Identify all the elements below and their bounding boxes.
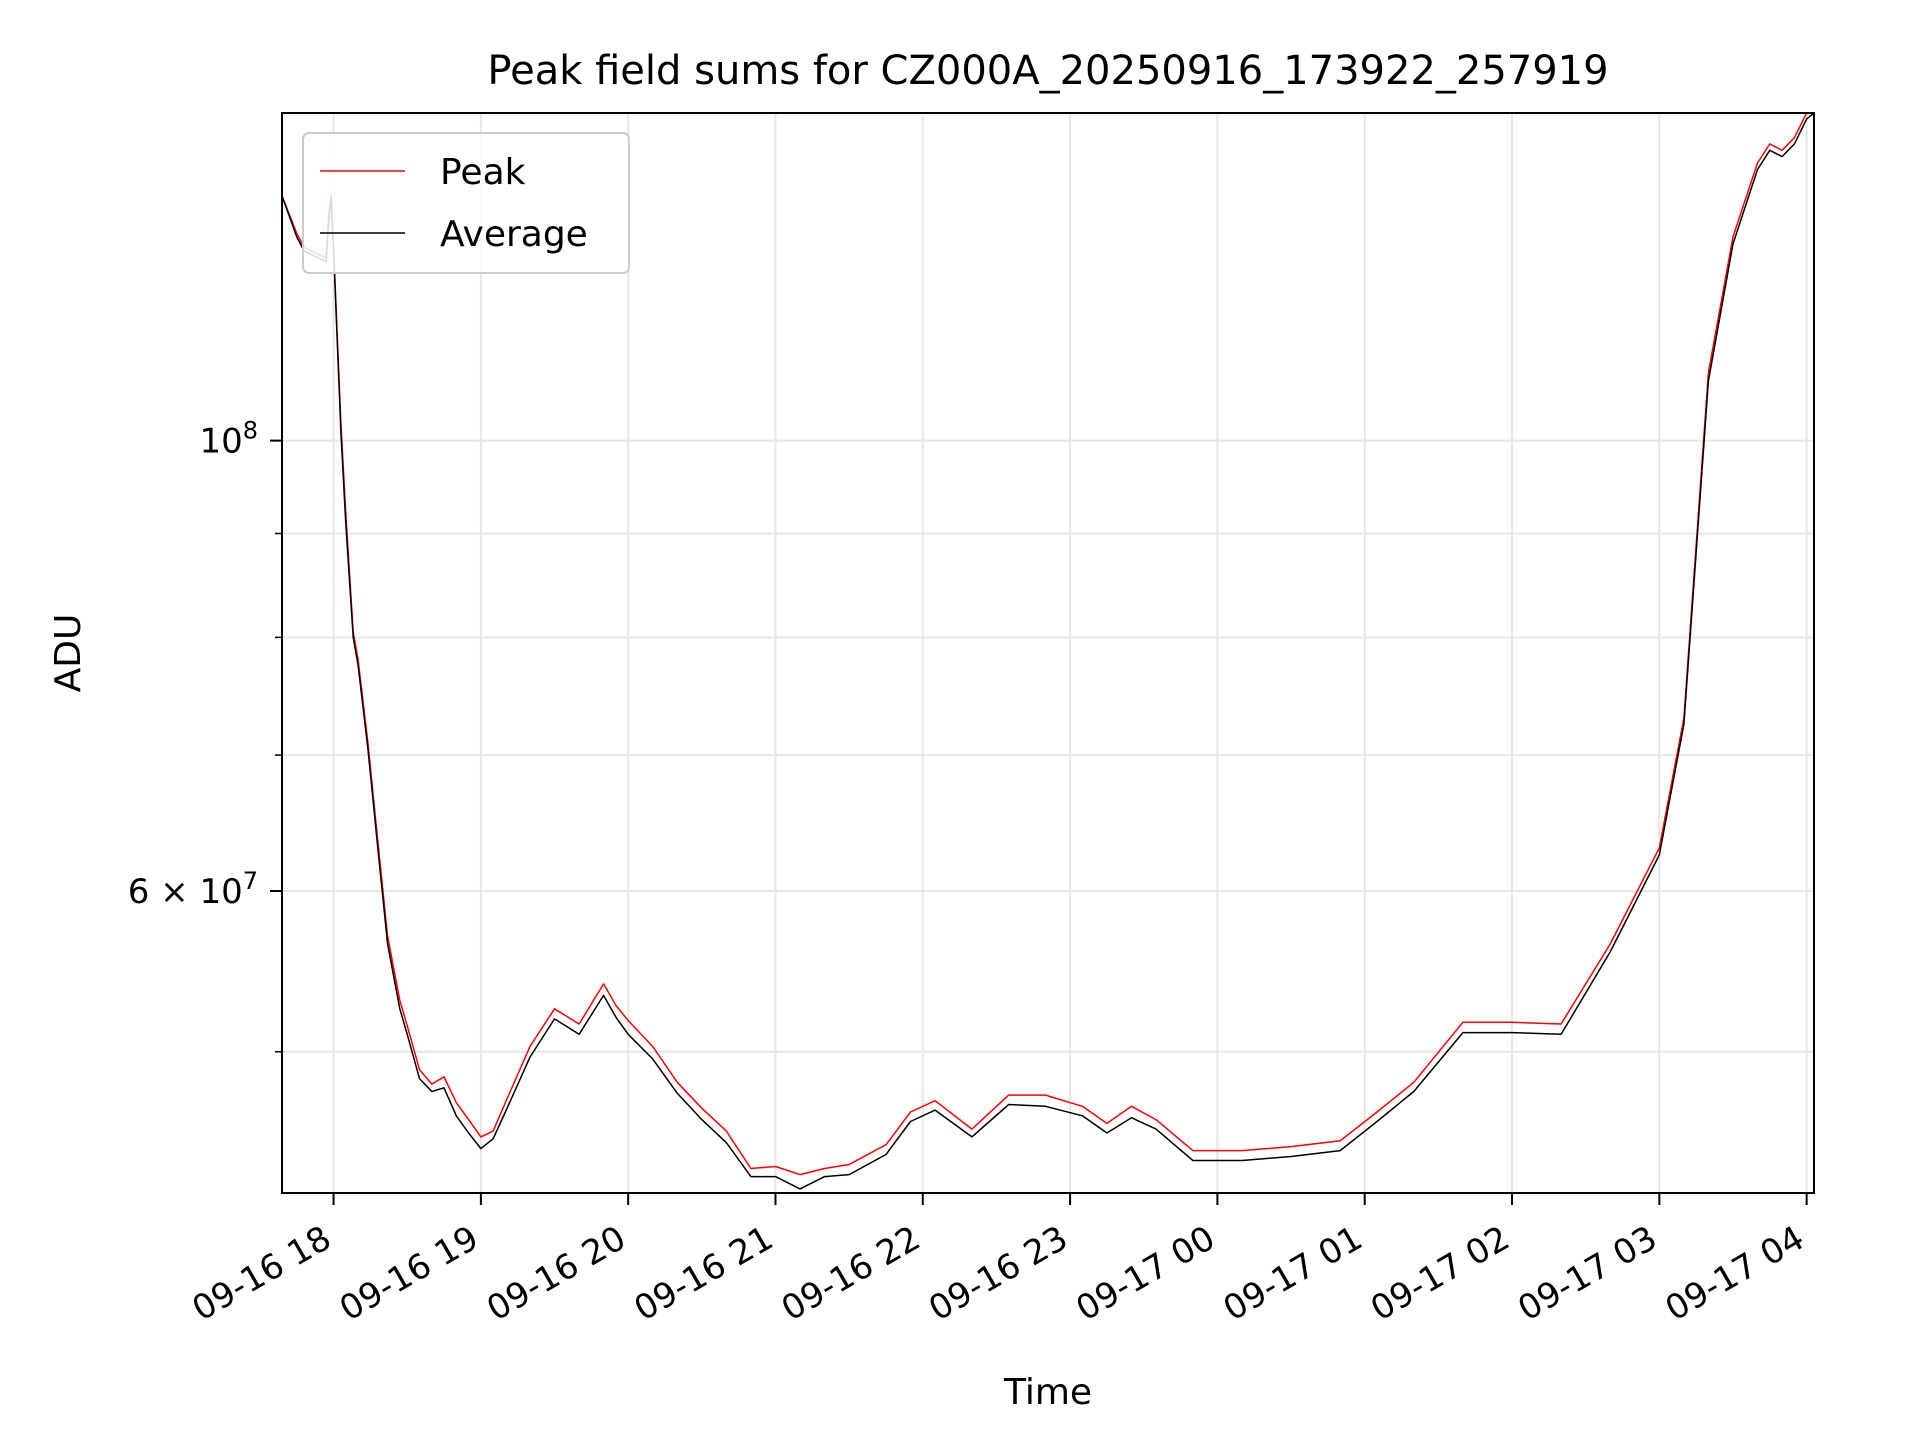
legend-label-peak: Peak — [440, 152, 526, 193]
chart-title: Peak field sums for CZ000A_20250916_1739… — [487, 48, 1608, 94]
series-line-average — [282, 113, 1814, 1190]
legend: Peak Average — [302, 132, 630, 274]
y-axis-label: ADU — [48, 614, 89, 693]
legend-box — [302, 132, 630, 274]
plot-frame — [281, 112, 1815, 1194]
plot-lines — [282, 113, 1814, 1190]
y-tick-label: 6 × 107 — [128, 867, 258, 912]
y-tick-label: 108 — [199, 417, 258, 462]
x-axis-label: Time — [1003, 1372, 1092, 1413]
grid — [282, 113, 1814, 1193]
legend-label-average: Average — [440, 214, 588, 255]
